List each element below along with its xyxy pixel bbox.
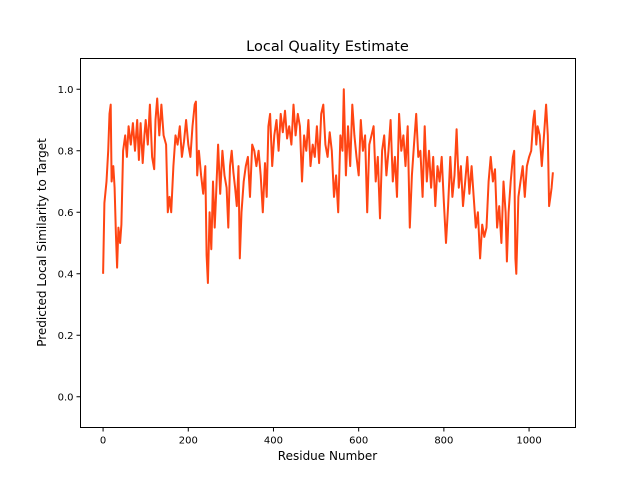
y-tick-label: 0.0: [58, 392, 74, 403]
x-tick-label: 200: [179, 436, 198, 447]
series-line-local-quality: [102, 88, 554, 284]
x-axis-label: Residue Number: [278, 449, 377, 463]
x-tick-label: 0: [100, 436, 106, 447]
x-axis-ticks: 0 200 400 600 800 1000: [100, 427, 542, 447]
x-tick-label: 1000: [516, 436, 541, 447]
y-tick-label: 1.0: [58, 85, 74, 96]
x-tick-label: 600: [349, 436, 368, 447]
y-tick-label: 0.2: [58, 331, 74, 342]
x-tick-label: 400: [264, 436, 283, 447]
x-tick-label: 800: [434, 436, 453, 447]
y-tick-label: 0.4: [58, 269, 74, 280]
y-axis-label: Predicted Local Similarity to Target: [35, 138, 49, 347]
chart-title: Local Quality Estimate: [246, 39, 409, 55]
y-tick-label: 0.8: [58, 146, 74, 157]
y-tick-label: 0.6: [58, 208, 74, 219]
y-axis-ticks: 0.0 0.2 0.4 0.6 0.8 1.0: [58, 85, 81, 403]
plot-frame: [80, 58, 576, 428]
